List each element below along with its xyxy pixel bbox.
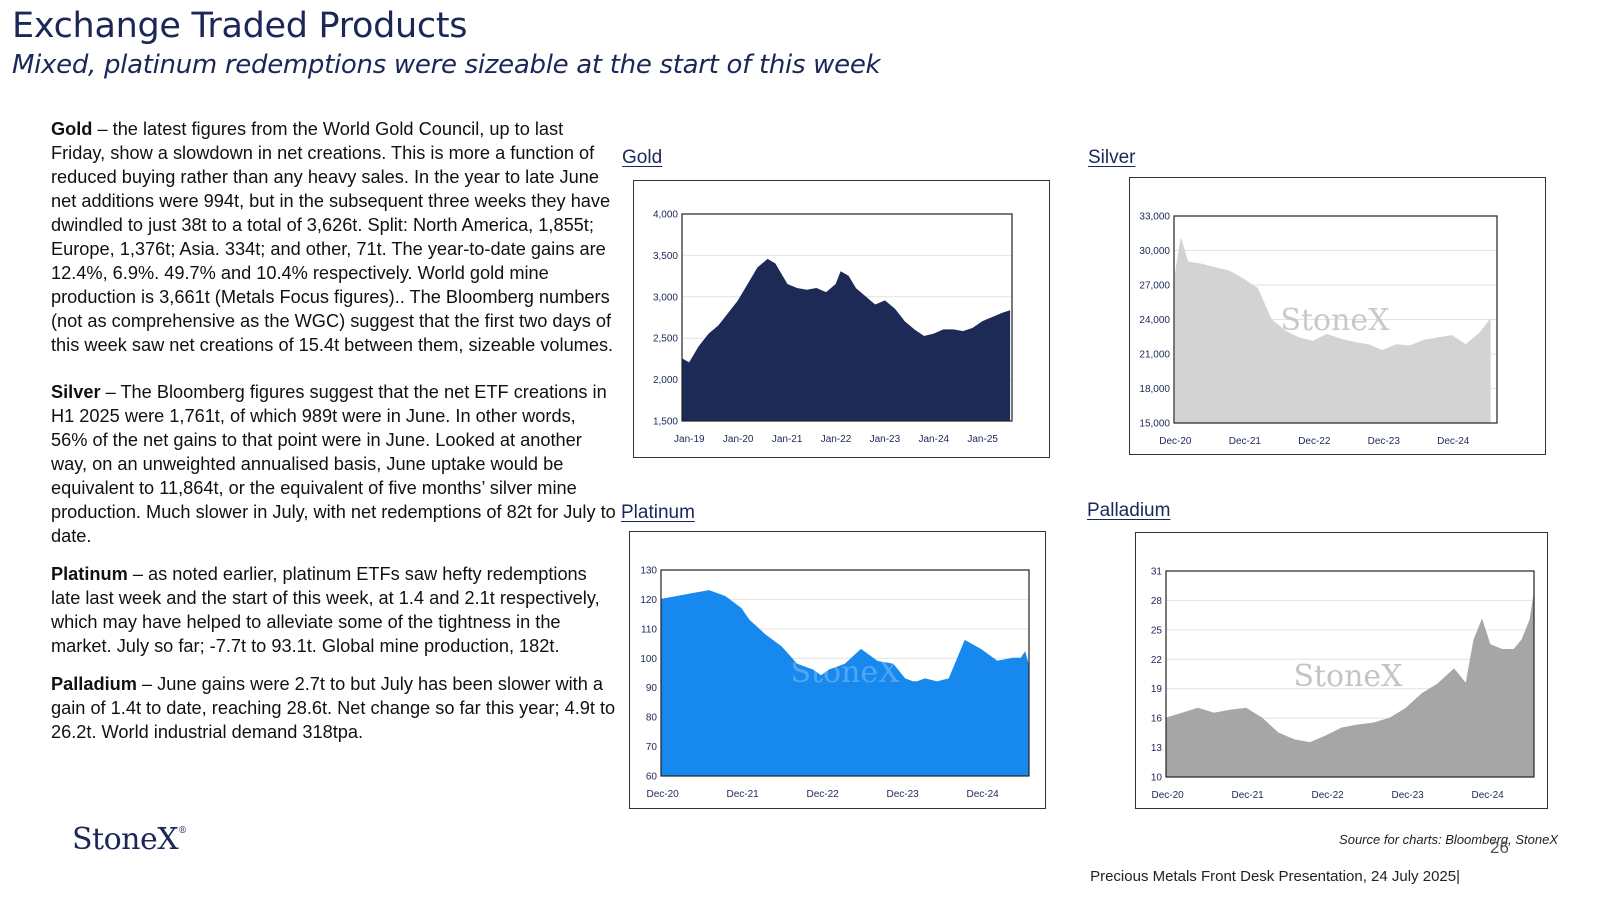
platinum-xtick-label: Dec-21	[726, 789, 759, 800]
gold-xtick-label: Jan-21	[772, 434, 803, 445]
gold-xtick-label: Jan-23	[870, 434, 901, 445]
footer-text: Precious Metals Front Desk Presentation,…	[1090, 868, 1460, 885]
logo-mark: ®	[178, 826, 187, 836]
silver-text: – The Bloomberg figures suggest that the…	[51, 382, 616, 546]
silver-ytick-label: 24,000	[1139, 315, 1170, 326]
platinum-ytick-label: 120	[640, 595, 657, 606]
platinum-ytick-label: 60	[646, 772, 658, 783]
platinum-xtick-label: Dec-24	[966, 789, 999, 800]
palladium-xtick-label: Dec-21	[1231, 790, 1264, 801]
palladium-series-area	[1165, 594, 1535, 778]
palladium-ytick-label: 19	[1151, 684, 1163, 695]
palladium-chart-svg: 10 13 16 19 22 25 28 31 StoneX Dec-20 Dec-21 Dec-22…	[1151, 567, 1535, 801]
silver-chart-title: Silver	[1088, 147, 1136, 168]
silver-ytick-label: 33,000	[1139, 212, 1170, 223]
stonex-logo: StoneX®	[72, 822, 187, 857]
gold-chart: 1,500 2,000 2,500 3,000 3,500 4,000 Jan-19 Jan-…	[633, 180, 1050, 458]
silver-ytick-label: 21,000	[1139, 350, 1170, 361]
gold-xtick-label: Jan-20	[723, 434, 754, 445]
platinum-chart-title: Platinum	[621, 502, 695, 523]
gold-ytick-label: 3,500	[653, 251, 678, 262]
platinum-ytick-label: 100	[640, 654, 657, 665]
platinum-chart-svg: 60 70 80 90 100 110 120 130 StoneX Dec-20 Dec-21 De…	[640, 566, 1030, 800]
palladium-lead: Palladium	[51, 674, 137, 694]
palladium-xtick-label: Dec-23	[1391, 790, 1424, 801]
platinum-series-area	[660, 590, 1030, 777]
platinum-xtick-label: Dec-20	[646, 789, 679, 800]
gold-lead: Gold	[51, 119, 93, 139]
gold-paragraph: Gold – the latest figures from the World…	[51, 117, 616, 357]
palladium-text: – June gains were 2.7t to but July has b…	[51, 674, 616, 742]
silver-ytick-label: 15,000	[1139, 419, 1170, 430]
gold-text: – the latest figures from the World Gold…	[51, 119, 614, 355]
gold-ytick-label: 2,000	[653, 375, 678, 386]
silver-chart: 15,000 18,000 21,000 24,000 27,000 30,000 33,0…	[1129, 177, 1546, 455]
gold-chart-svg: 1,500 2,000 2,500 3,000 3,500 4,000 Jan-19 Jan-…	[653, 210, 1013, 445]
platinum-ytick-label: 80	[646, 713, 658, 724]
palladium-watermark: StoneX	[1293, 659, 1403, 694]
gold-series-area	[681, 258, 1011, 422]
silver-lead: Silver	[51, 382, 101, 402]
palladium-chart-title: Palladium	[1087, 500, 1171, 521]
silver-paragraph: Silver – The Bloomberg figures suggest t…	[51, 380, 616, 548]
gold-xtick-label: Jan-24	[918, 434, 949, 445]
platinum-ytick-label: 90	[646, 683, 658, 694]
page-number: 26	[1490, 838, 1509, 857]
platinum-watermark: StoneX	[790, 655, 900, 690]
platinum-ytick-label: 70	[646, 742, 658, 753]
silver-ytick-label: 27,000	[1139, 281, 1170, 292]
palladium-xtick-label: Dec-20	[1151, 790, 1184, 801]
commentary-text: Gold – the latest figures from the World…	[51, 117, 616, 767]
platinum-xtick-label: Dec-22	[806, 789, 839, 800]
palladium-ytick-label: 22	[1151, 655, 1163, 666]
logo-text: StoneX	[72, 822, 179, 857]
silver-plot-frame	[1173, 215, 1498, 424]
gold-ytick-label: 3,000	[653, 292, 678, 303]
platinum-text: – as noted earlier, platinum ETFs saw he…	[51, 564, 600, 656]
palladium-paragraph: Palladium – June gains were 2.7t to but …	[51, 672, 616, 744]
silver-series-area	[1174, 238, 1491, 424]
gold-chart-title: Gold	[622, 147, 663, 168]
platinum-ytick-label: 110	[641, 624, 657, 635]
platinum-ytick-label: 130	[640, 566, 657, 577]
silver-watermark: StoneX	[1280, 303, 1390, 338]
platinum-plot-frame	[660, 569, 1030, 777]
platinum-paragraph: Platinum – as noted earlier, platinum ET…	[51, 562, 616, 658]
silver-xtick-label: Dec-24	[1437, 436, 1470, 447]
palladium-xtick-label: Dec-22	[1311, 790, 1344, 801]
palladium-ytick-label: 28	[1151, 596, 1163, 607]
silver-ytick-label: 18,000	[1139, 384, 1170, 395]
platinum-lead: Platinum	[51, 564, 128, 584]
page-subtitle: Mixed, platinum redemptions were sizeabl…	[12, 50, 881, 80]
silver-xtick-label: Dec-21	[1229, 436, 1262, 447]
gold-ytick-label: 4,000	[653, 210, 678, 221]
silver-xtick-label: Dec-22	[1298, 436, 1331, 447]
silver-chart-svg: 15,000 18,000 21,000 24,000 27,000 30,000 33,0…	[1139, 212, 1498, 447]
platinum-chart: 60 70 80 90 100 110 120 130 StoneX Dec-20 Dec-21 De…	[629, 531, 1046, 809]
gold-xtick-label: Jan-25	[967, 434, 998, 445]
palladium-ytick-label: 10	[1151, 773, 1163, 784]
gold-xtick-label: Jan-19	[674, 434, 705, 445]
palladium-ytick-label: 31	[1151, 567, 1163, 578]
palladium-ytick-label: 25	[1151, 625, 1163, 636]
gold-ytick-label: 1,500	[653, 417, 678, 428]
gold-ytick-label: 2,500	[653, 334, 678, 345]
palladium-ytick-label: 13	[1151, 743, 1163, 754]
palladium-ytick-label: 16	[1151, 714, 1163, 725]
platinum-xtick-label: Dec-23	[886, 789, 919, 800]
chart-source-note: Source for charts: Bloomberg, StoneX	[1339, 832, 1558, 847]
gold-xtick-label: Jan-22	[821, 434, 852, 445]
silver-xtick-label: Dec-23	[1368, 436, 1401, 447]
silver-xtick-label: Dec-20	[1159, 436, 1192, 447]
page-title: Exchange Traded Products	[12, 6, 468, 46]
palladium-xtick-label: Dec-24	[1471, 790, 1504, 801]
gold-plot-frame	[681, 213, 1013, 422]
palladium-plot-frame	[1165, 570, 1535, 778]
silver-ytick-label: 30,000	[1139, 246, 1170, 257]
palladium-chart: 10 13 16 19 22 25 28 31 StoneX Dec-20 Dec-21 Dec-22…	[1135, 532, 1548, 809]
